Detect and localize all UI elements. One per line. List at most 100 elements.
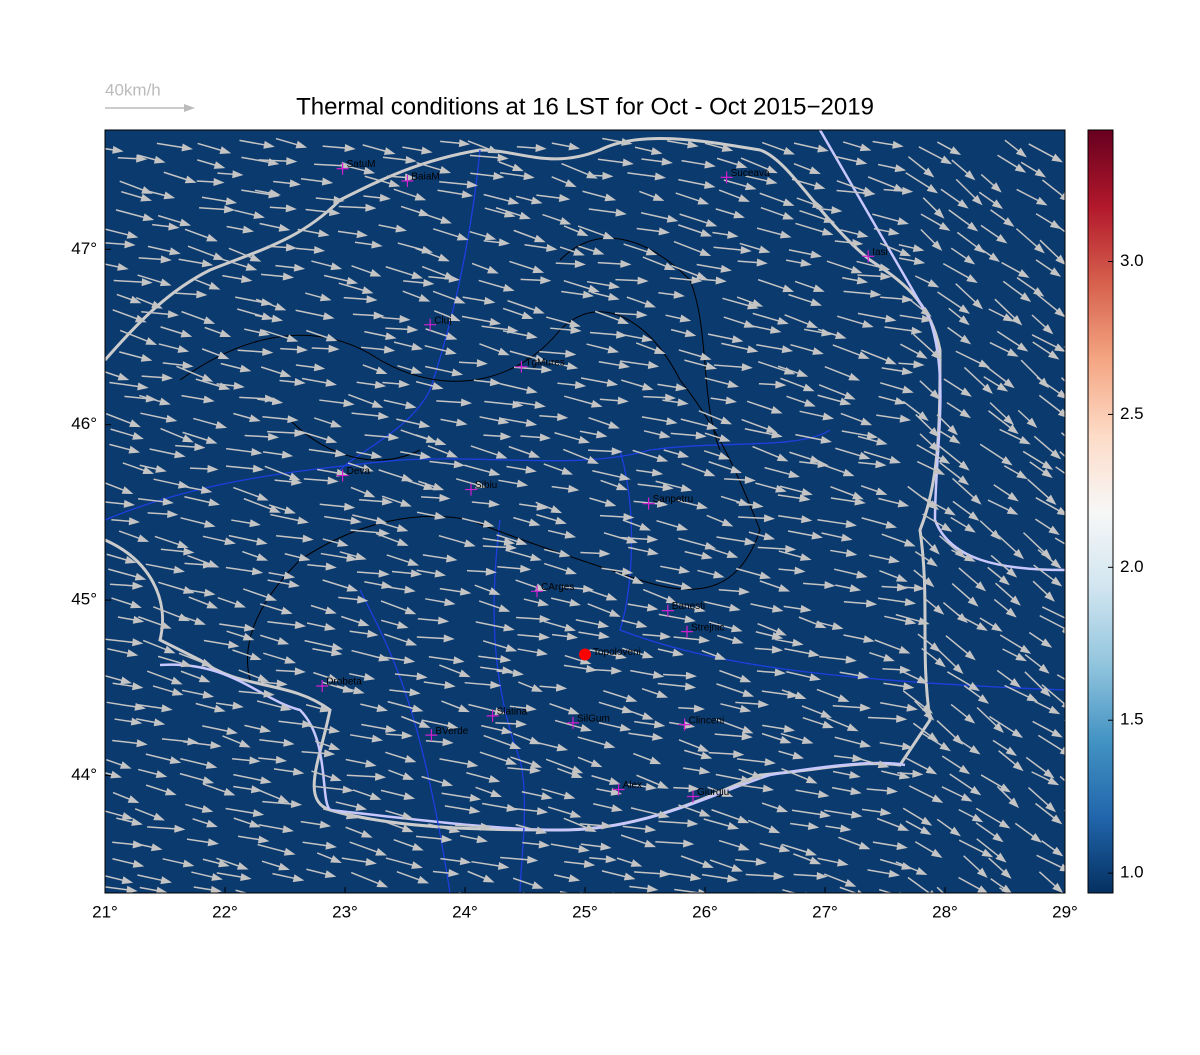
wind-arrow-head (687, 140, 699, 149)
wind-arrow-head (901, 742, 914, 751)
wind-arrow (992, 739, 1011, 753)
wind-arrow-head (132, 615, 145, 624)
wind-arrow (823, 873, 850, 885)
wind-arrow (741, 418, 771, 431)
wind-arrow (633, 500, 661, 505)
wind-arrow-head (371, 400, 384, 408)
wind-arrow (1002, 648, 1021, 659)
wind-arrow-head (442, 738, 454, 747)
wind-arrow (403, 280, 427, 284)
wind-arrow (878, 395, 899, 403)
wind-arrow-head (283, 738, 295, 747)
wind-arrow-head (365, 759, 377, 768)
wind-arrow-head (616, 482, 628, 491)
wind-arrow (634, 146, 655, 153)
wind-arrow (755, 631, 776, 638)
wind-arrow-head (590, 759, 603, 768)
wind-arrow-head (488, 468, 501, 477)
wind-arrow (816, 207, 835, 212)
wind-arrow-head (173, 565, 185, 574)
wind-arrow (500, 856, 531, 861)
wind-arrow (308, 448, 339, 455)
wind-arrow (861, 517, 890, 527)
wind-arrow-head (701, 551, 713, 560)
wind-arrow (254, 189, 274, 195)
wind-arrow (1054, 537, 1065, 545)
wind-arrow (160, 427, 187, 440)
wind-arrow-head (381, 497, 394, 506)
wind-arrow (745, 873, 777, 878)
wind-arrow-head (775, 484, 787, 493)
city-label: Sanpetru (653, 494, 694, 505)
wind-arrow (137, 274, 165, 284)
wind-arrow-head (206, 600, 219, 609)
wind-arrow (513, 733, 534, 743)
wind-arrow-head (672, 648, 684, 657)
wind-arrow (149, 448, 179, 456)
wind-arrow (444, 805, 473, 812)
wind-arrow-head (918, 895, 930, 903)
wind-arrow (314, 163, 345, 167)
wind-arrow-head (901, 295, 914, 304)
wind-arrow-head (647, 547, 659, 556)
wind-arrow (220, 362, 244, 370)
wind-arrow (673, 240, 705, 254)
wind-arrow (880, 296, 906, 301)
wind-arrow-head (615, 651, 627, 660)
wind-arrow (140, 412, 170, 421)
wind-arrow-head (123, 499, 135, 508)
wind-arrow-head (938, 221, 951, 231)
wind-arrow-head (460, 398, 473, 407)
wind-arrow-head (564, 530, 577, 539)
wind-arrow-head (284, 656, 297, 664)
wind-arrow (222, 274, 245, 281)
wind-arrow (397, 242, 426, 252)
wind-arrow (184, 588, 208, 594)
wind-arrow-head (325, 378, 337, 387)
wind-arrow-head (263, 689, 275, 698)
wind-arrow (799, 461, 821, 466)
wind-arrow-head (763, 532, 776, 541)
wind-arrow (515, 579, 540, 590)
wind-arrow (187, 245, 218, 258)
wind-arrow (483, 239, 503, 244)
wind-arrow-head (353, 686, 365, 695)
wind-arrow-head (920, 816, 933, 826)
wind-arrow-head (878, 263, 891, 272)
wind-arrow (675, 192, 702, 203)
wind-arrow (105, 772, 115, 777)
wind-arrow (748, 531, 768, 538)
wind-arrow (873, 227, 893, 234)
wind-arrow-head (849, 770, 861, 779)
wind-arrow-head (939, 742, 951, 752)
wind-arrow-head (817, 790, 830, 799)
map-background (105, 130, 1065, 893)
wind-arrow (417, 618, 442, 622)
wind-arrow (471, 501, 493, 505)
wind-arrow (479, 416, 502, 423)
wind-arrow (153, 606, 183, 619)
wind-arrow (988, 410, 1013, 430)
wind-arrow (350, 529, 383, 534)
wind-arrow-head (459, 587, 472, 596)
wind-arrow (429, 460, 458, 466)
wind-arrow-head (775, 380, 787, 389)
wind-arrow (467, 870, 488, 881)
wind-arrow (467, 140, 493, 152)
wind-arrow-head (920, 306, 932, 317)
wind-arrow-head (792, 751, 805, 760)
wind-arrow (922, 513, 946, 529)
city-label: Alex (623, 780, 642, 791)
wind-arrow (1062, 630, 1065, 634)
wind-arrow-head (202, 560, 215, 569)
wind-arrow (783, 605, 804, 611)
wind-arrow (676, 499, 701, 508)
wind-arrow-head (776, 453, 789, 462)
wind-arrow (787, 530, 816, 537)
wind-arrow-head (940, 155, 953, 165)
wind-arrow-head (964, 553, 976, 562)
wind-arrow-head (535, 826, 548, 835)
wind-arrow (381, 585, 408, 591)
wind-arrow-head (328, 344, 340, 353)
wind-arrow (863, 450, 894, 462)
